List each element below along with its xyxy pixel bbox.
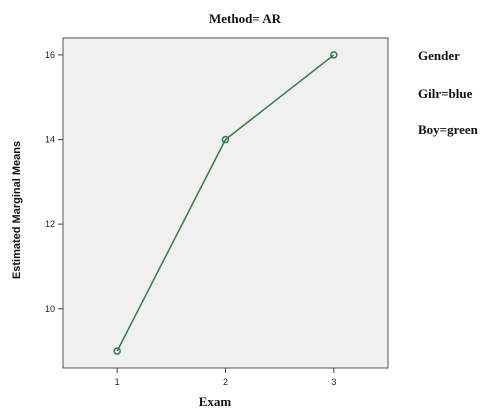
y-tick-label: 12 <box>45 219 55 229</box>
data-point <box>330 51 338 59</box>
legend-entry-boy: Boy=green <box>418 122 479 137</box>
y-axis-ticks: 10 12 14 16 <box>45 50 63 314</box>
y-tick-label: 14 <box>45 135 55 145</box>
chart-title: Method= AR <box>209 11 282 26</box>
x-tick-label: 1 <box>115 377 120 387</box>
y-tick-label: 16 <box>45 50 55 60</box>
y-tick-label: 10 <box>45 304 55 314</box>
x-tick-label: 3 <box>331 377 336 387</box>
y-axis-label: Estimated Marginal Means <box>11 141 23 279</box>
x-axis-label: Exam <box>199 394 232 409</box>
legend-entry-girl: Gilr=blue <box>418 86 473 101</box>
x-axis-ticks: 1 2 3 <box>115 368 336 387</box>
data-point <box>221 135 230 144</box>
legend-title: Gender <box>418 48 460 63</box>
data-point <box>113 347 121 355</box>
x-tick-label: 2 <box>223 377 228 387</box>
plot-area <box>62 37 389 369</box>
series-line <box>116 54 335 352</box>
series-layer <box>113 51 338 355</box>
